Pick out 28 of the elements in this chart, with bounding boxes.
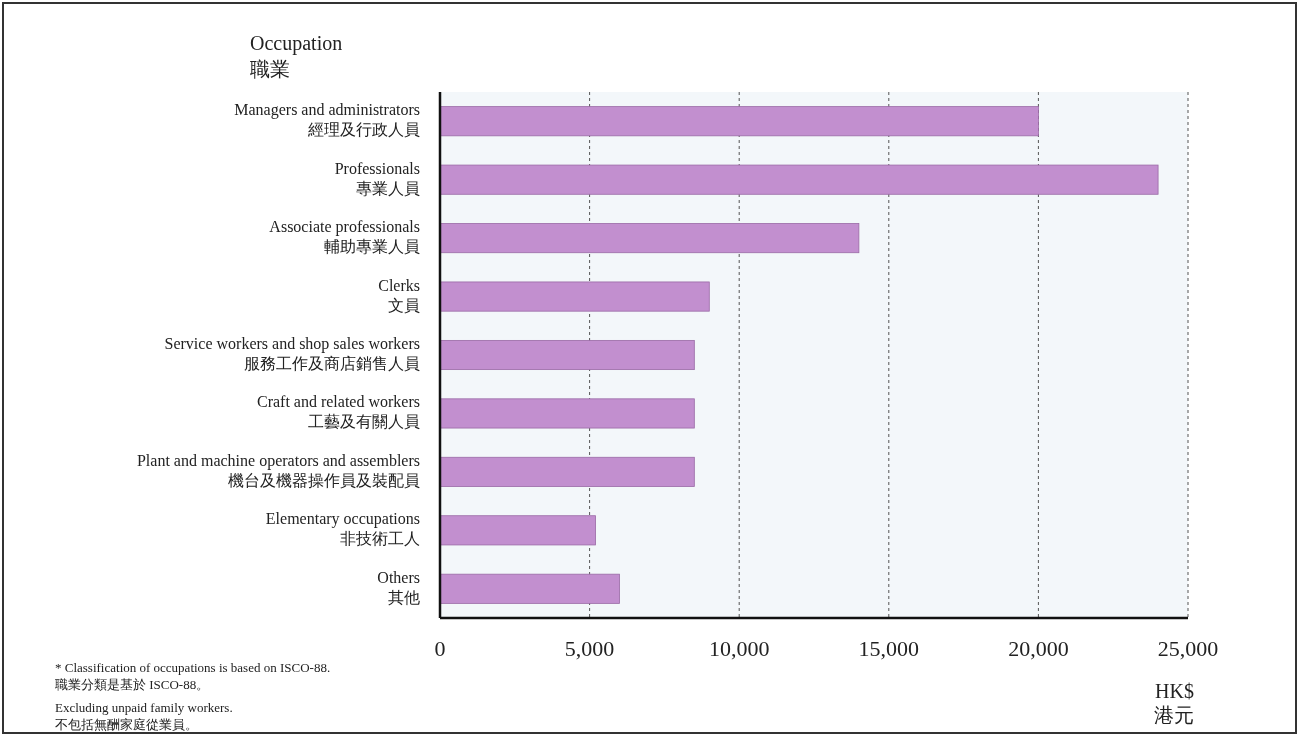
bar: [439, 164, 1159, 195]
text: * Classification of occupations is based on ISCO-88. 職業分類是基於 ISCO-88。: [55, 660, 331, 692]
y-tick-label: Elementary occupations 非技術工人: [265, 510, 420, 548]
bar: [439, 573, 620, 604]
bar: [439, 398, 695, 429]
y-axis-title: Occupation 職業: [250, 32, 343, 80]
y-tick-label: Plant and machine operators and assemblers 機台及機器操作員及裝配員: [136, 451, 420, 489]
y-tick-label: Others 其他: [377, 568, 420, 606]
bar: [439, 281, 710, 312]
y-tick-label: Professionals 專業人員: [334, 159, 420, 197]
bar: [439, 456, 695, 487]
y-tick-label: Clerks 文員: [378, 276, 420, 314]
y-tick-label: Associate professionals 輔助專業人員: [269, 218, 420, 256]
x-tick-label: 15,000: [858, 636, 920, 661]
y-tick-label: Craft and related workers 工藝及有關人員: [256, 393, 420, 431]
x-tick-label: 10,000: [708, 636, 770, 661]
bar: [439, 223, 860, 254]
text: Excluding unpaid family workers. 不包括無酬家庭從業員。: [55, 700, 233, 732]
bar: [439, 515, 596, 546]
bar: [439, 106, 1039, 137]
bar: [439, 339, 695, 371]
x-tick-label: 25,000: [1157, 636, 1219, 661]
x-tick-label: 0: [434, 636, 446, 661]
x-axis-title: HK$ 港元: [1154, 680, 1194, 726]
y-tick-label: Service workers and shop sales workers 服務工作及商店銷售人員: [164, 335, 420, 372]
x-tick-label: 5,000: [564, 636, 615, 661]
x-tick-label: 20,000: [1008, 636, 1069, 661]
y-tick-label: Managers and administrators 經理及行政人員: [234, 101, 420, 139]
